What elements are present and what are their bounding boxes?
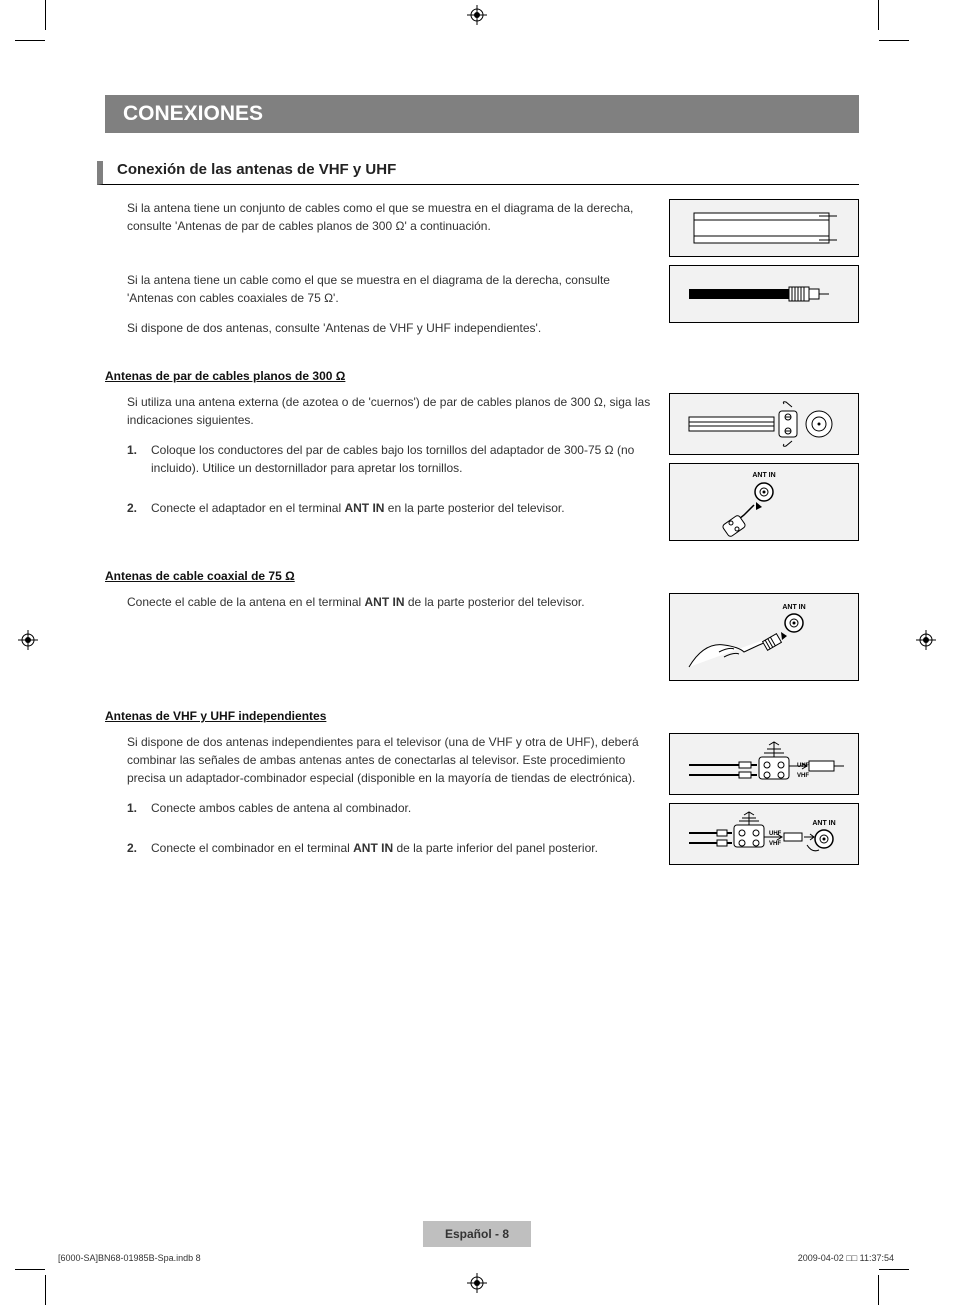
crop-mark: [45, 1275, 46, 1305]
step-text: Conecte el combinador en el terminal ANT…: [151, 839, 598, 857]
step-item: 1.Coloque los conductores del par de cab…: [127, 441, 651, 477]
page-number-badge: Español - 8: [423, 1221, 531, 1247]
registration-mark-icon: [18, 630, 38, 650]
body-text: Si utiliza una antena externa (de azotea…: [105, 393, 651, 429]
crop-mark: [15, 1269, 45, 1270]
registration-mark-icon: [467, 1273, 487, 1293]
vhf-label: VHF: [797, 773, 809, 779]
crop-mark: [878, 1275, 879, 1305]
step-text: Conecte ambos cables de antena al combin…: [151, 799, 411, 817]
subheading: Antenas de par de cables planos de 300 Ω: [105, 369, 859, 383]
body-text: Si dispone de dos antenas independientes…: [105, 733, 651, 787]
intro-paragraph: Si dispone de dos antenas, consulte 'Ant…: [127, 319, 651, 337]
ant-in-label: ANT IN: [752, 472, 775, 479]
crop-mark: [45, 0, 46, 30]
diagram-hand-coax: ANT IN: [669, 593, 859, 681]
crop-mark: [878, 0, 879, 30]
diagram-combiner-antin: UHF VHF ANT IN: [669, 803, 859, 865]
step-item: 2.Conecte el combinador en el terminal A…: [127, 839, 651, 857]
footer-timestamp: 2009-04-02 □□ 11:37:54: [798, 1253, 894, 1263]
intro-paragraph: Si la antena tiene un cable como el que …: [127, 271, 651, 307]
section-heading: Conexión de las antenas de VHF y UHF: [97, 161, 859, 185]
diagram-combiner: UHF VHF: [669, 733, 859, 795]
crop-mark: [15, 40, 45, 41]
registration-mark-icon: [916, 630, 936, 650]
registration-mark-icon: [467, 5, 487, 25]
diagram-flat-cable: [669, 199, 859, 257]
subheading: Antenas de VHF y UHF independientes: [105, 709, 859, 723]
step-item: 1.Conecte ambos cables de antena al comb…: [127, 799, 651, 817]
intro-paragraph: Si la antena tiene un conjunto de cables…: [127, 199, 651, 235]
crop-mark: [879, 40, 909, 41]
diagram-coax-cable: [669, 265, 859, 323]
step-item: 2.Conecte el adaptador en el terminal AN…: [127, 499, 651, 517]
ant-in-label: ANT IN: [782, 604, 805, 611]
page-content: CONEXIONES Conexión de las antenas de VH…: [0, 0, 954, 951]
vhf-label: VHF: [769, 841, 781, 847]
diagram-ant-in-adapter: ANT IN: [669, 463, 859, 541]
diagram-adapter: [669, 393, 859, 455]
body-text: Conecte el cable de la antena en el term…: [105, 593, 651, 611]
crop-mark: [879, 1269, 909, 1270]
subheading: Antenas de cable coaxial de 75 Ω: [105, 569, 859, 583]
step-text: Coloque los conductores del par de cable…: [151, 441, 651, 477]
title-bar: CONEXIONES: [105, 95, 859, 133]
ant-in-label: ANT IN: [812, 820, 835, 827]
step-text: Conecte el adaptador en el terminal ANT …: [151, 499, 565, 517]
footer-filename: [6000-SA]BN68-01985B-Spa.indb 8: [58, 1253, 201, 1263]
